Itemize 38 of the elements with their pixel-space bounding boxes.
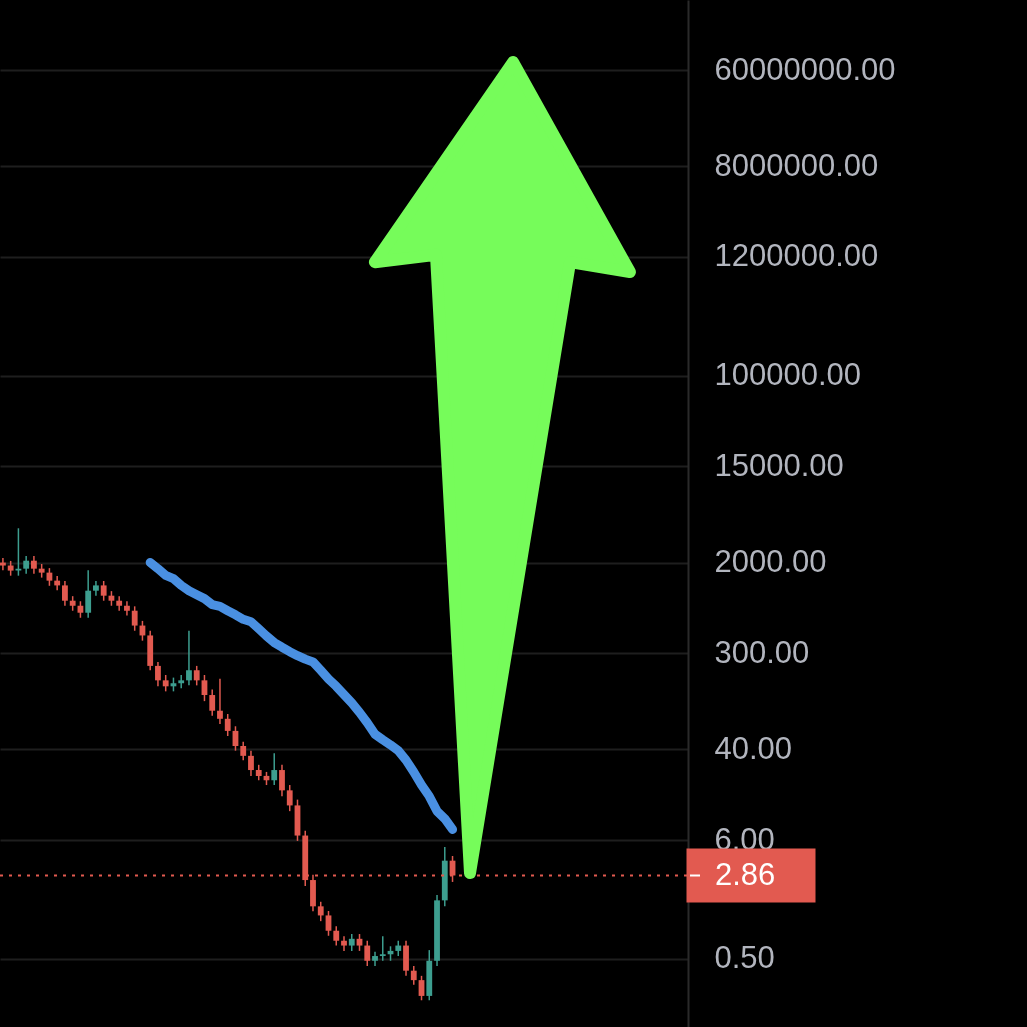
y-tick-label: 40.00 xyxy=(714,730,793,766)
y-tick-label: 1200000.00 xyxy=(714,238,879,274)
y-tick-label: 0.50 xyxy=(714,940,775,976)
candlestick xyxy=(379,935,386,962)
y-tick-label: 6.00 xyxy=(714,821,775,857)
candlestick xyxy=(217,677,223,725)
candlestick xyxy=(279,764,285,798)
candlestick xyxy=(333,925,340,947)
candlestick xyxy=(248,749,254,777)
candlestick xyxy=(240,741,247,761)
candlestick xyxy=(131,605,138,632)
candlestick xyxy=(325,910,332,937)
ref-line-label: 2.86 xyxy=(715,856,776,892)
candlestick xyxy=(116,595,123,612)
candlestick xyxy=(224,713,231,737)
candlestick xyxy=(286,784,293,812)
candlestick xyxy=(209,688,216,717)
y-tick-label: 100000.00 xyxy=(714,357,862,393)
y-tick-label: 60000000.00 xyxy=(714,51,896,87)
candlestick xyxy=(155,661,161,688)
candlestick xyxy=(317,901,324,922)
candlestick xyxy=(62,580,68,607)
y-tick-label: 8000000.00 xyxy=(714,147,879,183)
candlestick xyxy=(0,557,6,572)
candlestick xyxy=(193,665,200,687)
candlestick xyxy=(85,569,92,619)
y-tick-label: 2000.00 xyxy=(714,544,827,580)
candlestick xyxy=(186,630,192,687)
candlestick xyxy=(178,674,185,690)
candlestick xyxy=(271,752,278,786)
candlestick xyxy=(15,527,22,577)
y-tick-label: 15000.00 xyxy=(714,447,844,483)
y-tick-label: 300.00 xyxy=(714,634,810,670)
candlestick xyxy=(410,965,417,986)
candlestick xyxy=(364,939,371,967)
candlestick xyxy=(124,600,130,617)
candlestick xyxy=(341,935,347,952)
candlestick xyxy=(100,580,107,602)
